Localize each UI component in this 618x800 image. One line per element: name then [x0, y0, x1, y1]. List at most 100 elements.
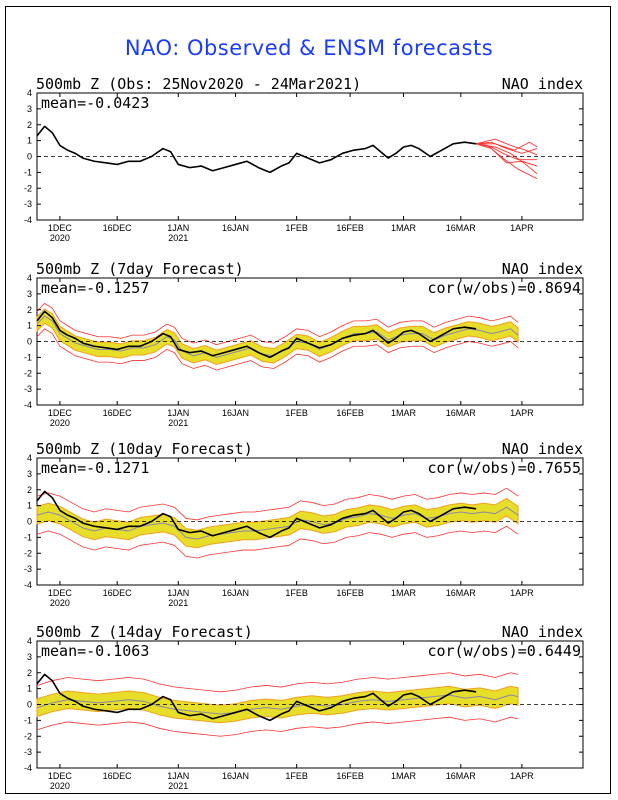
correlation-stat: cor(w/obs)=0.7655	[427, 459, 581, 477]
x-tick-year: 2021	[168, 598, 188, 608]
y-tick-label: 2	[27, 668, 32, 678]
x-tick-year: 2020	[50, 233, 70, 243]
panel-heading: 500mb Z (14day Forecast)	[36, 623, 253, 641]
x-tick-label: 16JAN	[222, 588, 249, 598]
y-tick-label: -1	[24, 715, 32, 725]
x-tick-label: 16FEB	[336, 408, 364, 418]
y-tick-label: 0	[27, 152, 32, 162]
figure-title: NAO: Observed & ENSM forecasts	[124, 36, 494, 60]
x-tick-label: 16JAN	[222, 408, 249, 418]
x-tick-label: 1FEB	[285, 588, 308, 598]
x-tick-label: 16FEB	[336, 223, 364, 233]
y-tick-label: 0	[27, 337, 32, 347]
y-tick-label: 2	[27, 485, 32, 495]
y-tick-label: 2	[27, 305, 32, 315]
x-tick-label: 16FEB	[336, 771, 364, 781]
x-tick-label: 1DEC	[48, 223, 73, 233]
mean-stat: mean=-0.1063	[41, 642, 149, 660]
y-tick-label: -3	[24, 747, 32, 757]
x-tick-label: 1APR	[510, 588, 534, 598]
range-line-upper	[36, 487, 519, 521]
member-forecast-line	[475, 143, 538, 161]
y-tick-label: 3	[27, 469, 32, 479]
x-tick-label: 1MAR	[391, 223, 417, 233]
x-tick-label: 1DEC	[48, 408, 73, 418]
member-forecast-line	[476, 141, 538, 154]
member-forecast-line	[475, 138, 538, 156]
x-tick-label: 16DEC	[103, 588, 133, 598]
panel-index-label: NAO index	[502, 260, 583, 278]
x-tick-label: 16MAR	[446, 408, 477, 418]
y-tick-label: 4	[27, 273, 32, 283]
y-tick-label: -2	[24, 183, 32, 193]
x-tick-label: 16MAR	[446, 771, 477, 781]
x-tick-label: 1DEC	[48, 771, 73, 781]
y-tick-label: 4	[27, 453, 32, 463]
y-tick-label: -1	[24, 352, 32, 362]
x-tick-label: 1JAN	[167, 408, 189, 418]
x-tick-label: 1APR	[510, 771, 534, 781]
x-tick-label: 1MAR	[391, 771, 417, 781]
y-tick-label: -1	[24, 167, 32, 177]
observed-line	[36, 490, 477, 539]
x-tick-year: 2020	[50, 781, 70, 791]
ensemble-mean-line	[36, 694, 519, 715]
y-tick-label: 1	[27, 136, 32, 146]
member-forecast-line	[476, 141, 538, 151]
x-tick-label: 16DEC	[103, 408, 133, 418]
y-tick-label: -1	[24, 532, 32, 542]
x-tick-label: 16JAN	[222, 223, 249, 233]
mean-stat: mean=-0.1257	[41, 279, 149, 297]
observed-line	[36, 125, 477, 174]
panel-heading: 500mb Z (7day Forecast)	[36, 260, 244, 278]
y-tick-label: -3	[24, 384, 32, 394]
x-tick-year: 2021	[168, 233, 188, 243]
panel-index-label: NAO index	[502, 75, 583, 93]
x-tick-label: 16MAR	[446, 223, 477, 233]
x-tick-label: 1DEC	[48, 588, 73, 598]
mean-stat: mean=-0.1271	[41, 459, 149, 477]
y-tick-label: -2	[24, 731, 32, 741]
range-line-lower	[36, 525, 519, 559]
range-line-upper	[36, 302, 519, 346]
x-tick-year: 2021	[168, 781, 188, 791]
y-tick-label: 0	[27, 517, 32, 527]
x-tick-label: 1FEB	[285, 223, 308, 233]
y-tick-label: 3	[27, 289, 32, 299]
x-tick-label: 1FEB	[285, 408, 308, 418]
y-tick-label: -2	[24, 368, 32, 378]
x-tick-label: 1JAN	[167, 771, 189, 781]
x-tick-label: 16MAR	[446, 588, 477, 598]
range-line-upper	[36, 672, 519, 693]
mean-stat: mean=-0.0423	[41, 94, 149, 112]
y-tick-label: -4	[24, 400, 32, 410]
correlation-stat: cor(w/obs)=0.8694	[427, 279, 581, 297]
observed-line	[36, 310, 477, 359]
range-line-lower	[36, 716, 519, 737]
correlation-stat: cor(w/obs)=0.6449	[427, 642, 581, 660]
y-tick-label: -3	[24, 199, 32, 209]
y-tick-label: 4	[27, 88, 32, 98]
x-tick-label: 16DEC	[103, 771, 133, 781]
y-tick-label: 1	[27, 321, 32, 331]
y-tick-label: 3	[27, 104, 32, 114]
panel-heading: 500mb Z (Obs: 25Nov2020 - 24Mar2021)	[36, 75, 361, 93]
x-tick-year: 2020	[50, 598, 70, 608]
y-tick-label: -4	[24, 580, 32, 590]
y-tick-label: 1	[27, 684, 32, 694]
y-tick-label: -4	[24, 763, 32, 773]
x-tick-label: 1APR	[510, 408, 534, 418]
x-tick-label: 1MAR	[391, 408, 417, 418]
range-line-lower	[36, 328, 519, 371]
y-tick-label: -4	[24, 215, 32, 225]
x-tick-label: 1MAR	[391, 588, 417, 598]
x-tick-label: 1APR	[510, 223, 534, 233]
x-tick-year: 2020	[50, 418, 70, 428]
y-tick-label: 1	[27, 501, 32, 511]
y-tick-label: 2	[27, 120, 32, 130]
spread-band	[36, 497, 519, 549]
x-tick-label: 16FEB	[336, 588, 364, 598]
x-tick-label: 1FEB	[285, 771, 308, 781]
panel-index-label: NAO index	[502, 440, 583, 458]
x-tick-label: 16DEC	[103, 223, 133, 233]
